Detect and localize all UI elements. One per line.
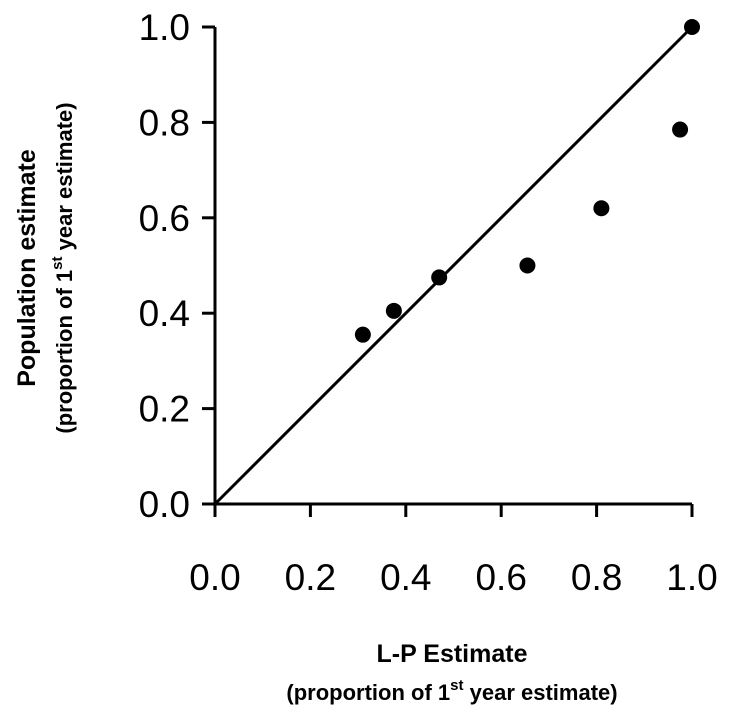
y-axis-subtitle: (proportion of 1st year estimate) [49, 102, 77, 433]
y-tick-label: 0.2 [139, 389, 190, 430]
x-tick-label: 0.8 [571, 557, 622, 598]
y-tick-label: 0.0 [139, 484, 190, 525]
x-tick-label: 1.0 [666, 557, 717, 598]
x-tick-label: 0.0 [189, 557, 240, 598]
y-tick-label: 0.6 [139, 198, 190, 239]
data-point [385, 302, 402, 319]
data-point [684, 19, 700, 35]
axes [213, 27, 692, 506]
x-tick-label: 0.2 [285, 557, 336, 598]
data-point [593, 200, 610, 217]
ticks [202, 25, 694, 517]
data-point [431, 269, 448, 286]
data-point [672, 121, 689, 138]
y-tick-label: 0.8 [139, 102, 190, 143]
y-axis-title: Population estimate [13, 149, 41, 387]
data-point [519, 257, 536, 274]
data-point [354, 326, 371, 343]
identity-reference-line [213, 25, 694, 506]
y-tick-label: 0.4 [139, 293, 190, 334]
tick-labels: 0.0 0.2 0.4 0.6 0.8 1.0 0.0 0.2 0.4 0.6 0.8 1.0 [139, 7, 718, 598]
x-tick-label: 0.4 [380, 557, 431, 598]
x-axis-subtitle: (proportion of 1st year estimate) [286, 677, 617, 705]
y-tick-label: 1.0 [139, 7, 190, 48]
data-points [354, 19, 700, 343]
x-axis-title: L-P Estimate [377, 640, 528, 668]
x-tick-label: 0.6 [475, 557, 526, 598]
